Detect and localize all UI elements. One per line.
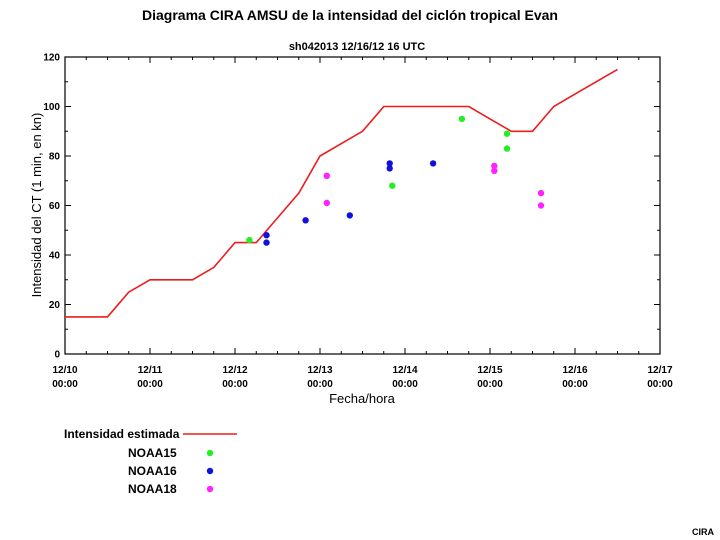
legend-swatch-noaa15 xyxy=(206,449,214,457)
data-point-noaa15 xyxy=(503,130,511,137)
x-tick-label-time: 00:00 xyxy=(647,379,673,390)
x-axis: 12/10 00:00 12/11 00:00 12/12 00:00 12/13 00:00… xyxy=(52,57,673,390)
x-tick-label-time: 00:00 xyxy=(477,379,503,390)
plot-frame xyxy=(64,56,661,355)
data-point-noaa18 xyxy=(323,172,330,179)
x-tick-label-date: 12/15 xyxy=(477,365,502,376)
data-point-noaa18 xyxy=(491,167,498,174)
x-tick-label-time: 00:00 xyxy=(52,379,78,390)
series-line-intensidad-estimada xyxy=(65,68,618,318)
chart-subtitle: sh042013 12/16/12 16 UTC xyxy=(289,41,425,53)
x-tick-label-date: 12/14 xyxy=(392,365,417,376)
legend-swatch-noaa16 xyxy=(206,467,214,475)
data-point-noaa18 xyxy=(537,202,545,209)
y-tick-label: 60 xyxy=(49,201,61,212)
x-tick-label-time: 00:00 xyxy=(392,379,418,390)
x-tick-label-date: 12/10 xyxy=(52,365,77,376)
legend-swatch-noaa18 xyxy=(206,485,214,493)
chart-title: Diagrama CIRA AMSU de la intensidad del … xyxy=(142,7,558,23)
x-tick-label-date: 12/16 xyxy=(562,365,587,376)
data-point-noaa16 xyxy=(302,217,309,224)
y-tick-label: 40 xyxy=(49,251,61,262)
legend-label-line: Intensidad estimada xyxy=(64,427,180,441)
x-tick-label-time: 00:00 xyxy=(307,379,333,390)
x-tick-label-date: 12/12 xyxy=(222,365,247,376)
y-tick-label: 120 xyxy=(43,53,60,64)
data-point-noaa16 xyxy=(263,232,270,239)
legend-label-noaa16: NOAA16 xyxy=(128,464,177,478)
x-tick-label-date: 12/13 xyxy=(307,365,332,376)
data-point-noaa16 xyxy=(386,160,393,167)
data-point-noaa18 xyxy=(537,189,545,197)
y-tick-label: 0 xyxy=(54,350,60,361)
y-tick-label: 20 xyxy=(49,300,61,311)
y-axis-label: Intensidad del CT (1 min, en kn) xyxy=(29,113,44,298)
data-point-noaa15 xyxy=(246,236,253,244)
x-tick-label-date: 12/17 xyxy=(647,365,672,376)
data-point-noaa16 xyxy=(263,239,270,246)
legend-label-noaa15: NOAA15 xyxy=(128,446,177,460)
y-tick-label: 80 xyxy=(49,152,61,163)
data-point-noaa15 xyxy=(458,115,466,123)
x-tick-label-time: 00:00 xyxy=(137,379,163,390)
y-tick-label: 100 xyxy=(43,102,60,113)
data-point-noaa15 xyxy=(389,182,396,189)
legend: Intensidad estimada NOAA15 NOAA16 NOAA18 xyxy=(64,427,237,496)
y-axis: 0 20 40 60 80 100 120 xyxy=(43,53,660,361)
data-point-noaa16 xyxy=(386,165,393,172)
legend-label-noaa18: NOAA18 xyxy=(128,482,177,496)
data-point-noaa18 xyxy=(323,199,330,207)
data-point-noaa16 xyxy=(429,160,437,167)
data-point-noaa15 xyxy=(503,145,511,152)
data-point-noaa18 xyxy=(491,162,498,170)
x-tick-label-date: 12/11 xyxy=(138,365,163,376)
credit-label: CIRA xyxy=(692,527,714,537)
x-tick-label-time: 00:00 xyxy=(222,379,248,390)
x-axis-label: Fecha/hora xyxy=(329,391,396,406)
x-tick-label-time: 00:00 xyxy=(562,379,588,390)
plot-area xyxy=(65,68,618,318)
data-point-noaa16 xyxy=(346,212,353,219)
